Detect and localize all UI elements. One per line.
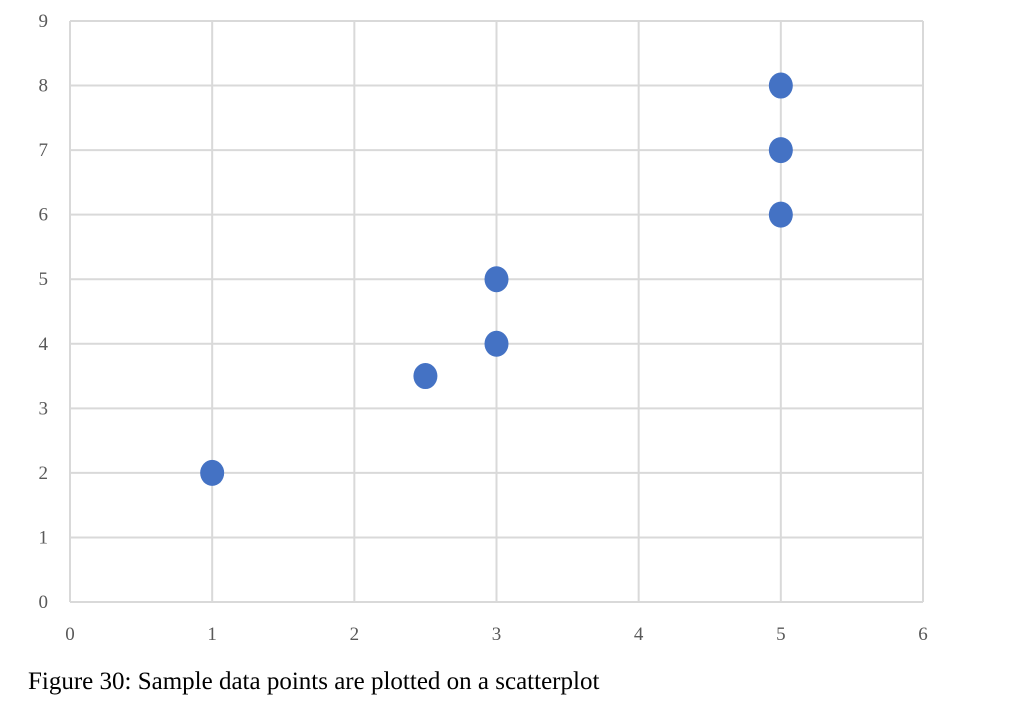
y-tick-label-5: 5	[39, 269, 49, 290]
data-points	[200, 72, 793, 486]
y-tick-label-4: 4	[39, 334, 49, 355]
x-tick-label-6: 6	[918, 624, 928, 645]
y-tick-label-6: 6	[39, 205, 49, 226]
data-point-5	[768, 201, 793, 228]
data-point-4	[484, 266, 509, 293]
tick-labels: 0 1 2 3 4 5 6 0 1 2 3 4 5 6 7 8 9	[39, 11, 928, 645]
x-tick-label-1: 1	[207, 624, 217, 645]
x-tick-label-0: 0	[65, 624, 75, 645]
figure-caption: Figure 30: Sample data points are plotte…	[28, 668, 600, 695]
data-point-1	[200, 459, 225, 486]
data-point-7	[768, 72, 793, 99]
x-tick-label-3: 3	[492, 624, 502, 645]
gridlines	[69, 20, 924, 603]
y-tick-label-8: 8	[39, 76, 49, 97]
x-tick-label-4: 4	[634, 624, 644, 645]
scatter-chart: 0 1 2 3 4 5 6 0 1 2 3 4 5 6 7 8 9	[39, 11, 928, 645]
x-tick-label-2: 2	[350, 624, 360, 645]
data-point-2	[413, 363, 438, 390]
y-tick-label-2: 2	[39, 463, 49, 484]
data-point-6	[768, 137, 793, 164]
y-tick-label-3: 3	[39, 398, 49, 419]
y-tick-label-1: 1	[39, 527, 49, 548]
x-tick-label-5: 5	[776, 624, 786, 645]
data-point-3	[484, 330, 509, 357]
y-tick-label-0: 0	[39, 592, 49, 613]
y-tick-label-9: 9	[39, 11, 49, 32]
y-tick-label-7: 7	[39, 140, 49, 161]
